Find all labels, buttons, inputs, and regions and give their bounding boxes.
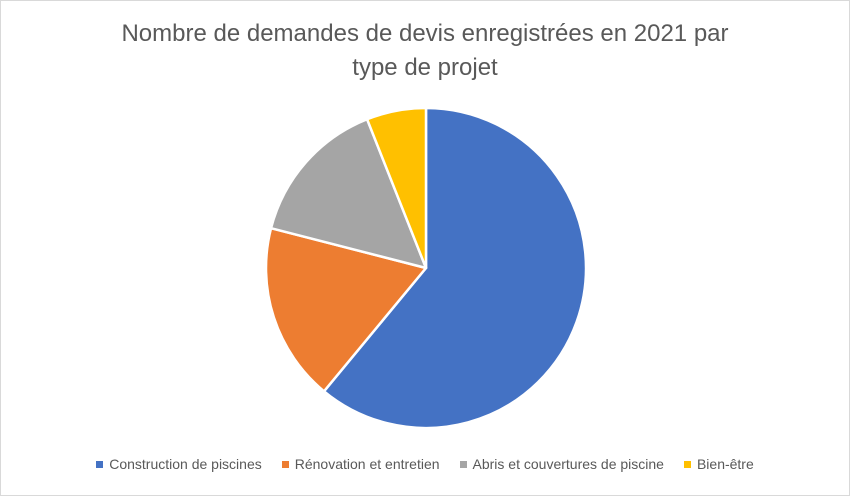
legend-label-abris: Abris et couvertures de piscine	[472, 456, 664, 472]
legend-item-bien-etre: Bien-être	[683, 456, 754, 472]
legend-label-bien-etre: Bien-être	[696, 456, 754, 472]
legend-swatch-abris	[459, 460, 467, 468]
pie-slice-renovation	[264, 226, 428, 393]
legend-item-renovation: Rénovation et entretien	[281, 456, 440, 472]
legend-label-renovation: Rénovation et entretien	[294, 456, 440, 472]
legend-item-abris: Abris et couvertures de piscine	[459, 456, 664, 472]
pie-slice-bien-etre	[365, 106, 428, 270]
chart-title-line-1: Nombre de demandes de devis enregistrées…	[121, 20, 729, 47]
legend-swatch-renovation	[281, 460, 289, 468]
pie-slice-construction	[322, 106, 588, 430]
legend-swatch-construction	[96, 460, 104, 468]
legend-label-construction: Construction de piscines	[109, 456, 262, 472]
legend-swatch-bien-etre	[683, 460, 691, 468]
legend: Construction de piscines Rénovation et e…	[1, 456, 849, 472]
legend-item-construction: Construction de piscines	[96, 456, 262, 472]
chart-title-line-2: type de projet	[352, 54, 498, 81]
pie-slice-abris	[269, 117, 428, 270]
chart-title: Nombre de demandes de devis enregistrées…	[1, 17, 849, 85]
